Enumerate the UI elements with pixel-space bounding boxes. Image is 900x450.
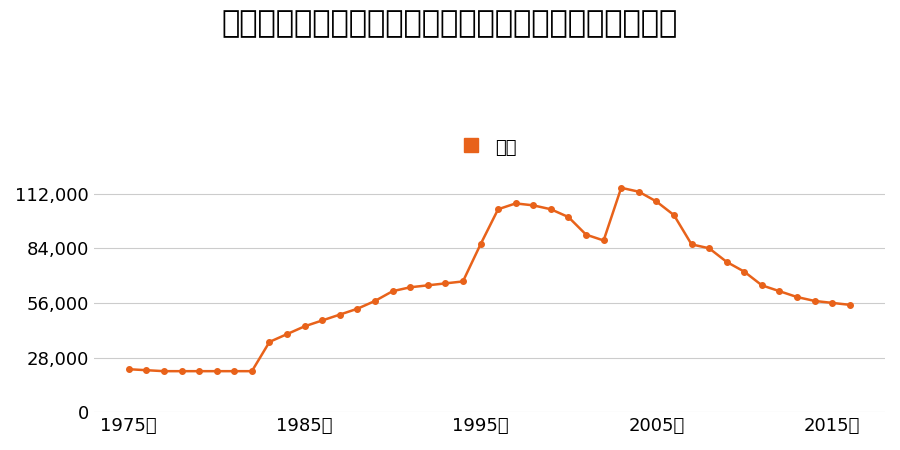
価格 [792, 294, 803, 300]
価格 [827, 300, 838, 306]
価格 [370, 298, 381, 304]
価格 [264, 339, 274, 345]
価格 [422, 283, 433, 288]
価格 [721, 259, 732, 265]
価格 [704, 246, 715, 251]
価格 [440, 281, 451, 286]
価格 [299, 324, 310, 329]
価格 [563, 214, 574, 220]
価格 [176, 369, 187, 374]
価格 [616, 185, 626, 190]
価格 [352, 306, 363, 311]
価格 [158, 369, 169, 374]
価格 [757, 283, 768, 288]
価格 [545, 207, 556, 212]
価格 [405, 284, 416, 290]
価格 [247, 369, 257, 374]
価格 [335, 312, 346, 317]
価格 [492, 207, 503, 212]
価格 [774, 288, 785, 294]
価格 [669, 212, 680, 218]
価格 [194, 369, 204, 374]
Text: 山梨県甲府市羽黒町神田８９２番１ほか１筆の地価推移: 山梨県甲府市羽黒町神田８９２番１ほか１筆の地価推移 [222, 9, 678, 38]
Legend: 価格: 価格 [455, 131, 524, 164]
価格 [141, 368, 152, 373]
価格 [686, 242, 697, 247]
価格 [528, 202, 539, 208]
価格 [475, 242, 486, 247]
価格 [282, 331, 292, 337]
価格 [317, 318, 328, 323]
価格 [510, 201, 521, 206]
価格 [229, 369, 239, 374]
価格 [844, 302, 855, 307]
Line: 価格: 価格 [126, 185, 852, 374]
価格 [809, 298, 820, 304]
価格 [212, 369, 222, 374]
価格 [580, 232, 591, 237]
価格 [598, 238, 609, 243]
価格 [634, 189, 644, 194]
価格 [387, 288, 398, 294]
価格 [651, 199, 661, 204]
価格 [123, 366, 134, 372]
価格 [457, 279, 468, 284]
価格 [739, 269, 750, 274]
